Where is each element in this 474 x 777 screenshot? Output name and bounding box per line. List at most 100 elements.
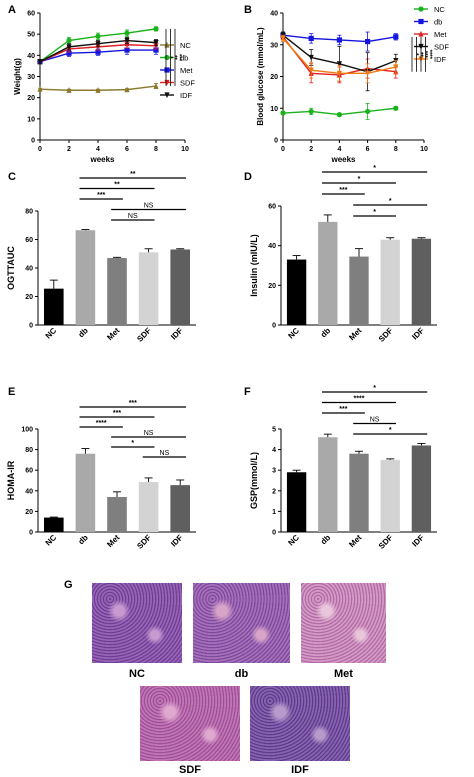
- bar-met: [349, 256, 369, 325]
- x-tick-label: 2: [67, 146, 71, 153]
- data-point: [66, 37, 72, 44]
- legend-label: SDF: [434, 43, 449, 52]
- histology-label: NC: [129, 668, 145, 680]
- legend-marker: [164, 67, 170, 73]
- y-tick-label: 60: [25, 468, 33, 475]
- x-tick-label: 10: [181, 146, 189, 153]
- series-met: Met: [37, 45, 193, 75]
- series-idf: IDF: [280, 34, 447, 84]
- significance-mark: **: [417, 52, 423, 57]
- y-tick-label: 40: [268, 243, 276, 250]
- x-tick-label: 0: [38, 146, 42, 153]
- data-point: [393, 64, 399, 71]
- legend-label: db: [180, 54, 188, 63]
- data-point: [66, 50, 72, 56]
- data-point: [66, 87, 72, 93]
- y-tick-label: 20: [270, 74, 278, 81]
- data-point: [37, 59, 43, 65]
- legend-marker: [418, 30, 424, 37]
- data-point: [365, 108, 371, 115]
- y-tick-label: 5: [272, 427, 276, 434]
- legend-label: db: [434, 18, 442, 27]
- significance-label: NS: [144, 203, 154, 210]
- data-point: [393, 105, 399, 111]
- significance-label: *: [373, 209, 376, 216]
- panel-letter-a: A: [8, 4, 16, 16]
- x-tick-label: SDF: [377, 533, 395, 551]
- panel-b-glucose-chart: B 0 2 4 6 8 10 0 10 20 30 40 weeks Blood glucose (mmo…: [244, 4, 449, 164]
- y-tick-label: 1: [272, 509, 276, 516]
- panel-letter-c: C: [8, 171, 16, 183]
- x-tick-label: 2: [309, 146, 313, 153]
- bar-met: [107, 496, 127, 532]
- x-tick-label: 8: [154, 146, 158, 153]
- legend-label: Met: [180, 66, 193, 75]
- x-tick-label: Met: [105, 326, 121, 342]
- y-tick-label: 100: [21, 427, 33, 434]
- x-tick-label: Met: [347, 533, 363, 549]
- data-point: [308, 35, 314, 41]
- y-tick-label: 40: [27, 53, 35, 60]
- x-tick-label: IDF: [169, 326, 185, 342]
- x-tick-label: 4: [337, 146, 341, 153]
- y-tick-label: 0: [274, 138, 278, 145]
- panel-letter-d: D: [244, 171, 252, 183]
- y-tick-label: 0: [29, 530, 33, 537]
- histology-image-nc: [92, 583, 182, 663]
- y-tick-label: 3: [272, 468, 276, 475]
- significance-label: **: [114, 182, 120, 189]
- panel-letter-g: G: [64, 579, 73, 591]
- data-point: [336, 70, 342, 77]
- x-tick-label: 0: [281, 146, 285, 153]
- y-axis-label: OGTTAUC: [6, 246, 16, 290]
- x-tick-label: 6: [125, 146, 129, 153]
- legend-label: IDF: [180, 91, 193, 100]
- x-tick-label: NC: [44, 533, 59, 548]
- data-point: [153, 47, 159, 53]
- data-point: [365, 70, 371, 77]
- legend-marker: [418, 6, 424, 12]
- bar-db: [318, 437, 338, 532]
- y-tick-label: 0: [272, 323, 276, 330]
- y-tick-label: 0: [29, 323, 33, 330]
- data-point: [124, 86, 130, 93]
- bar-db: [318, 221, 338, 325]
- data-point: [336, 61, 342, 67]
- y-tick-label: 30: [27, 74, 35, 81]
- series-sdf: SDF: [37, 41, 195, 88]
- bar-idf: [411, 238, 432, 325]
- y-tick-label: 20: [268, 283, 276, 290]
- significance-label: ***: [339, 187, 347, 194]
- histology-image-sdf: [140, 686, 240, 761]
- x-axis-label: weeks: [89, 155, 115, 164]
- bar-nc: [286, 472, 307, 532]
- histology-label: SDF: [179, 764, 201, 776]
- x-tick-label: SDF: [135, 533, 153, 551]
- bar-sdf: [138, 482, 159, 532]
- bar-idf: [411, 445, 432, 532]
- he-stain-texture: [301, 583, 386, 663]
- data-point: [95, 33, 101, 39]
- bar-met: [107, 258, 127, 325]
- legend-label: Met: [434, 30, 447, 39]
- y-tick-label: 40: [25, 488, 33, 495]
- bar-idf: [170, 249, 190, 325]
- significance-label: *: [131, 440, 134, 447]
- y-tick-label: 10: [270, 106, 278, 113]
- significance-label: ***: [97, 192, 105, 199]
- significance-label: *: [373, 385, 376, 392]
- x-tick-label: IDF: [410, 326, 426, 342]
- y-tick-label: 80: [25, 209, 33, 216]
- x-tick-label: 8: [394, 146, 398, 153]
- y-tick-label: 40: [270, 11, 278, 18]
- y-tick-label: 4: [272, 447, 276, 454]
- data-point: [280, 110, 286, 116]
- significance-label: ***: [339, 406, 347, 413]
- data-point: [153, 82, 159, 89]
- y-axis-label: HOMA-IR: [6, 460, 16, 500]
- y-tick-label: 20: [25, 294, 33, 301]
- he-stain-texture: [92, 583, 182, 663]
- y-axis-label: GSP(mmol/L): [249, 452, 259, 509]
